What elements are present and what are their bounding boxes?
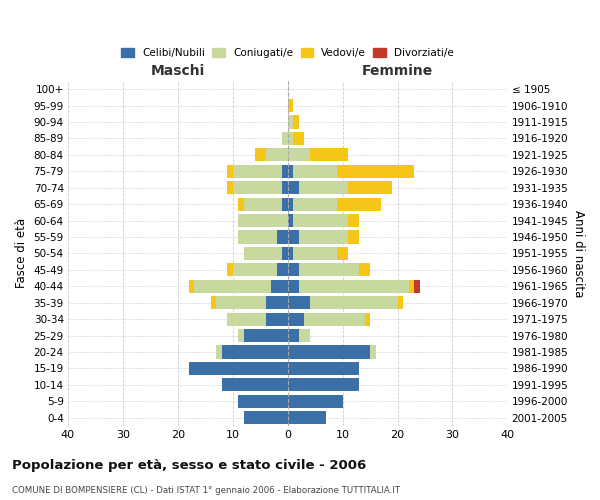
Bar xyxy=(299,280,409,293)
Text: Femmine: Femmine xyxy=(362,64,433,78)
Bar xyxy=(227,312,266,326)
Bar xyxy=(189,362,287,375)
Bar xyxy=(287,99,293,112)
Bar xyxy=(244,329,287,342)
Bar xyxy=(227,181,233,194)
Bar xyxy=(233,264,277,276)
Bar xyxy=(398,296,403,309)
Bar xyxy=(293,214,348,227)
Bar xyxy=(211,296,216,309)
Bar xyxy=(233,164,282,178)
Bar xyxy=(287,264,299,276)
Bar xyxy=(299,181,348,194)
Bar xyxy=(244,247,282,260)
Bar xyxy=(348,230,359,243)
Bar xyxy=(287,378,359,392)
Bar xyxy=(293,116,299,128)
Bar xyxy=(414,280,419,293)
Bar xyxy=(304,312,365,326)
Bar xyxy=(227,164,233,178)
Bar xyxy=(282,247,287,260)
Bar xyxy=(189,280,194,293)
Bar xyxy=(299,264,359,276)
Bar xyxy=(370,346,376,358)
Bar xyxy=(337,164,414,178)
Bar xyxy=(277,264,287,276)
Text: Popolazione per età, sesso e stato civile - 2006: Popolazione per età, sesso e stato civil… xyxy=(12,460,366,472)
Y-axis label: Fasce di età: Fasce di età xyxy=(15,218,28,288)
Bar xyxy=(293,132,304,145)
Bar xyxy=(287,214,293,227)
Bar xyxy=(293,247,337,260)
Bar xyxy=(277,230,287,243)
Bar xyxy=(287,394,343,408)
Bar xyxy=(222,346,287,358)
Bar xyxy=(255,148,266,162)
Bar xyxy=(287,411,326,424)
Bar xyxy=(409,280,414,293)
Bar xyxy=(287,164,293,178)
Bar xyxy=(244,411,287,424)
Bar xyxy=(293,164,337,178)
Bar xyxy=(271,280,287,293)
Bar xyxy=(359,264,370,276)
Bar xyxy=(266,312,287,326)
Y-axis label: Anni di nascita: Anni di nascita xyxy=(572,210,585,297)
Bar xyxy=(299,329,310,342)
Bar xyxy=(287,312,304,326)
Legend: Celibi/Nubili, Coniugati/e, Vedovi/e, Divorziati/e: Celibi/Nubili, Coniugati/e, Vedovi/e, Di… xyxy=(118,45,457,61)
Bar xyxy=(310,148,348,162)
Bar xyxy=(227,264,233,276)
Bar xyxy=(287,280,299,293)
Bar xyxy=(287,132,293,145)
Bar xyxy=(337,247,348,260)
Text: COMUNE DI BOMPENSIERE (CL) - Dati ISTAT 1° gennaio 2006 - Elaborazione TUTTITALI: COMUNE DI BOMPENSIERE (CL) - Dati ISTAT … xyxy=(12,486,400,495)
Bar xyxy=(266,148,287,162)
Bar xyxy=(299,230,348,243)
Bar xyxy=(238,214,287,227)
Bar xyxy=(310,296,398,309)
Bar xyxy=(282,164,287,178)
Bar xyxy=(287,198,293,210)
Bar xyxy=(337,198,381,210)
Bar xyxy=(216,296,266,309)
Bar xyxy=(222,378,287,392)
Bar xyxy=(293,198,337,210)
Bar xyxy=(287,329,299,342)
Bar xyxy=(238,394,287,408)
Text: Maschi: Maschi xyxy=(151,64,205,78)
Bar xyxy=(194,280,271,293)
Bar xyxy=(282,181,287,194)
Bar xyxy=(287,230,299,243)
Bar xyxy=(287,116,293,128)
Bar xyxy=(365,312,370,326)
Bar xyxy=(348,214,359,227)
Bar xyxy=(348,181,392,194)
Bar xyxy=(287,362,359,375)
Bar xyxy=(287,346,370,358)
Bar xyxy=(266,296,287,309)
Bar xyxy=(244,198,282,210)
Bar xyxy=(233,181,282,194)
Bar xyxy=(238,329,244,342)
Bar xyxy=(287,148,310,162)
Bar xyxy=(287,296,310,309)
Bar xyxy=(238,230,277,243)
Bar xyxy=(282,198,287,210)
Bar xyxy=(216,346,222,358)
Bar xyxy=(287,247,293,260)
Bar xyxy=(238,198,244,210)
Bar xyxy=(287,181,299,194)
Bar xyxy=(282,132,287,145)
